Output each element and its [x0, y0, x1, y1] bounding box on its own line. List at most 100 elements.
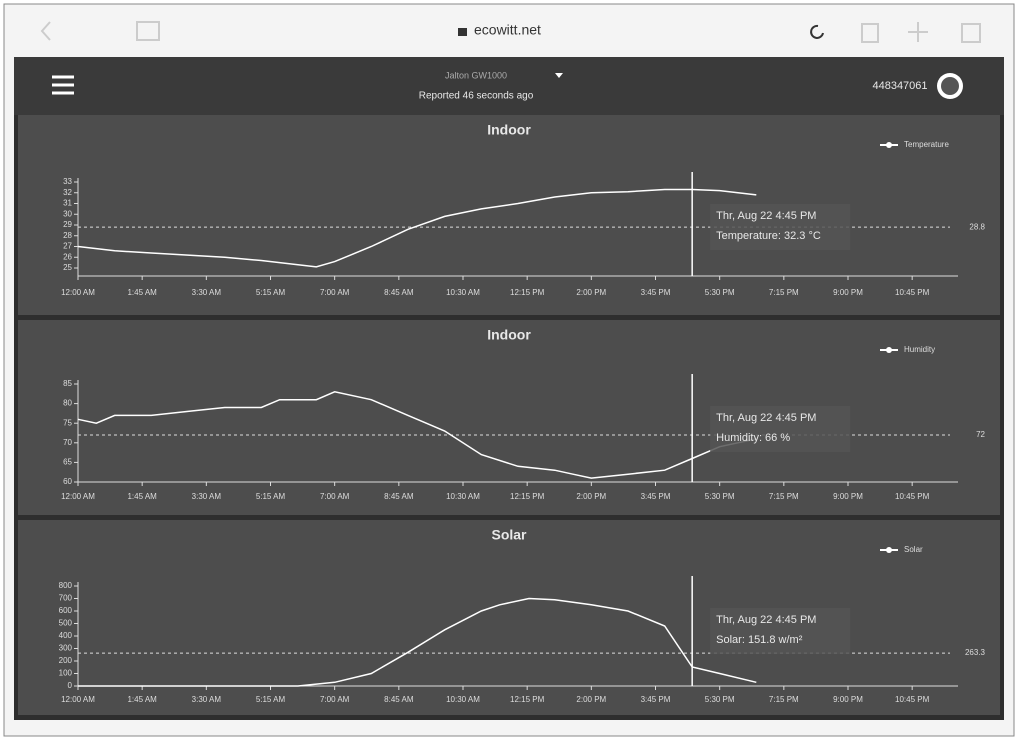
x-tick-label: 8:45 AM [384, 695, 414, 704]
x-tick-label: 10:45 PM [895, 288, 930, 297]
y-tick-label: 500 [59, 619, 73, 628]
x-tick-label: 10:45 PM [895, 492, 930, 501]
url[interactable]: ecowitt.net [474, 22, 541, 38]
tooltip-title: Thr, Aug 22 4:45 PM [716, 614, 816, 626]
x-tick-label: 1:45 AM [127, 288, 157, 297]
x-tick-label: 5:15 AM [256, 492, 286, 501]
y-tick-label: 400 [59, 631, 73, 640]
x-tick-label: 3:30 AM [192, 695, 222, 704]
x-tick-label: 10:30 AM [446, 288, 480, 297]
x-tick-label: 7:15 PM [769, 492, 799, 501]
y-tick-label: 800 [59, 581, 73, 590]
x-tick-label: 10:30 AM [446, 695, 480, 704]
data-line [78, 597, 757, 687]
y-tick-label: 0 [68, 681, 73, 690]
x-tick-label: 2:00 PM [576, 492, 606, 501]
y-tick-label: 100 [59, 669, 73, 678]
tooltip-box [710, 406, 851, 452]
reload-button[interactable] [810, 24, 824, 39]
average-label: 263.3 [965, 648, 986, 657]
x-tick-label: 12:00 AM [61, 695, 95, 704]
data-line [77, 188, 757, 268]
data-line [77, 391, 757, 479]
avatar-inner [941, 77, 959, 95]
back-button[interactable] [40, 21, 51, 41]
x-tick-label: 12:15 PM [510, 695, 545, 704]
chart-panel [18, 115, 1000, 315]
x-tick-label: 5:15 AM [256, 695, 286, 704]
y-tick-label: 27 [63, 242, 72, 251]
y-tick-label: 75 [63, 418, 72, 427]
chart-title: Solar [491, 527, 527, 543]
x-tick-label: 12:15 PM [510, 492, 545, 501]
x-tick-label: 3:45 PM [641, 288, 671, 297]
x-tick-label: 5:30 PM [705, 492, 735, 501]
device-dropdown[interactable] [555, 73, 563, 78]
average-label: 72 [976, 430, 985, 439]
x-tick-label: 9:00 PM [833, 695, 863, 704]
tooltip-title: Thr, Aug 22 4:45 PM [716, 210, 816, 222]
tabs-button[interactable] [961, 23, 981, 43]
y-tick-label: 29 [63, 220, 72, 229]
chart-panel [18, 320, 1000, 515]
y-tick-label: 33 [63, 177, 72, 186]
y-tick-label: 28 [63, 231, 72, 240]
y-tick-label: 32 [63, 188, 72, 197]
x-tick-label: 7:15 PM [769, 288, 799, 297]
legend-dot [886, 142, 892, 148]
legend-label: Solar [904, 545, 923, 554]
y-tick-label: 85 [63, 379, 72, 388]
x-tick-label: 10:45 PM [895, 695, 930, 704]
y-tick-label: 700 [59, 594, 73, 603]
y-tick-label: 31 [63, 199, 72, 208]
tooltip-title: Thr, Aug 22 4:45 PM [716, 412, 816, 424]
x-tick-label: 7:15 PM [769, 695, 799, 704]
chart-title: Indoor [487, 122, 531, 138]
x-tick-label: 3:30 AM [192, 288, 222, 297]
y-tick-label: 65 [63, 458, 72, 467]
x-tick-label: 10:30 AM [446, 492, 480, 501]
y-tick-label: 30 [63, 209, 72, 218]
tooltip-box [710, 608, 851, 654]
device-name[interactable]: Jalton GW1000 [445, 70, 507, 80]
report-status: Reported 46 seconds ago [419, 91, 534, 102]
x-tick-label: 5:30 PM [705, 288, 735, 297]
tooltip-box [710, 204, 851, 250]
account-id[interactable]: 448347061 [872, 80, 927, 92]
x-tick-label: 7:00 AM [320, 695, 350, 704]
y-tick-label: 60 [63, 477, 72, 486]
x-tick-label: 3:45 PM [641, 492, 671, 501]
x-tick-label: 2:00 PM [576, 288, 606, 297]
menu-button[interactable] [52, 75, 74, 95]
share-button[interactable] [861, 23, 879, 43]
x-tick-label: 2:00 PM [576, 695, 606, 704]
bookmarks-button[interactable] [136, 21, 160, 41]
new-tab-button[interactable] [908, 22, 928, 42]
x-tick-label: 5:15 AM [256, 288, 286, 297]
x-tick-label: 12:00 AM [61, 288, 95, 297]
tooltip-text: Humidity: 66 % [716, 432, 790, 444]
x-tick-label: 3:30 AM [192, 492, 222, 501]
x-tick-label: 12:15 PM [510, 288, 545, 297]
y-tick-label: 600 [59, 606, 73, 615]
y-tick-label: 200 [59, 656, 73, 665]
y-tick-label: 300 [59, 644, 73, 653]
x-tick-label: 7:00 AM [320, 492, 350, 501]
tooltip-text: Solar: 151.8 w/m² [716, 634, 803, 646]
y-tick-label: 80 [63, 399, 72, 408]
legend-dot [886, 547, 892, 553]
x-tick-label: 7:00 AM [320, 288, 350, 297]
x-tick-label: 5:30 PM [705, 695, 735, 704]
y-tick-label: 26 [63, 252, 72, 261]
x-tick-label: 12:00 AM [61, 492, 95, 501]
y-tick-label: 70 [63, 438, 72, 447]
x-tick-label: 8:45 AM [384, 288, 414, 297]
x-tick-label: 9:00 PM [833, 288, 863, 297]
chart-title: Indoor [487, 327, 531, 343]
y-tick-label: 25 [63, 263, 72, 272]
x-tick-label: 9:00 PM [833, 492, 863, 501]
tooltip-text: Temperature: 32.3 °C [716, 230, 821, 242]
